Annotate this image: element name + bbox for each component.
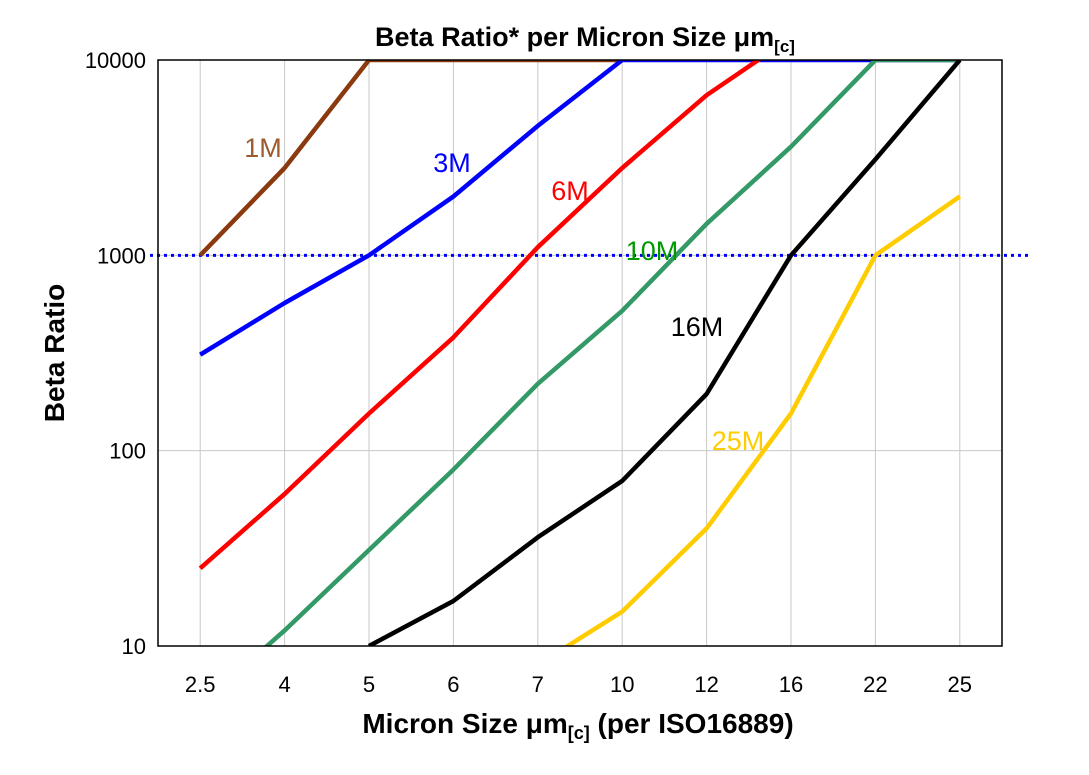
x-tick-label: 25	[948, 672, 972, 697]
series-label-3M: 3M	[433, 148, 471, 178]
y-tick-label: 10	[122, 634, 146, 659]
x-axis-title: Micron Size μm[c] (per ISO16889)	[362, 708, 793, 743]
x-tick-label: 10	[610, 672, 634, 697]
x-tick-label: 22	[863, 672, 887, 697]
x-tick-label: 4	[278, 672, 290, 697]
x-tick-label: 5	[363, 672, 375, 697]
series-label-1M: 1M	[244, 133, 282, 163]
series-label-6M: 6M	[551, 176, 589, 206]
x-tick-label: 7	[532, 672, 544, 697]
x-tick-label: 16	[779, 672, 803, 697]
y-tick-label: 1000	[97, 243, 146, 268]
x-tick-label: 12	[694, 672, 718, 697]
y-tick-label: 100	[109, 439, 146, 464]
x-tick-label: 2.5	[185, 672, 216, 697]
chart-title: Beta Ratio* per Micron Size μm[c]	[375, 22, 795, 56]
series-label-25M: 25M	[712, 426, 765, 456]
series-label-10M: 10M	[626, 236, 679, 266]
y-axis-title: Beta Ratio	[39, 284, 70, 422]
x-tick-label: 6	[447, 672, 459, 697]
series-label-16M: 16M	[671, 312, 724, 342]
series-line-10M	[200, 60, 960, 705]
y-tick-label: 10000	[85, 48, 146, 73]
